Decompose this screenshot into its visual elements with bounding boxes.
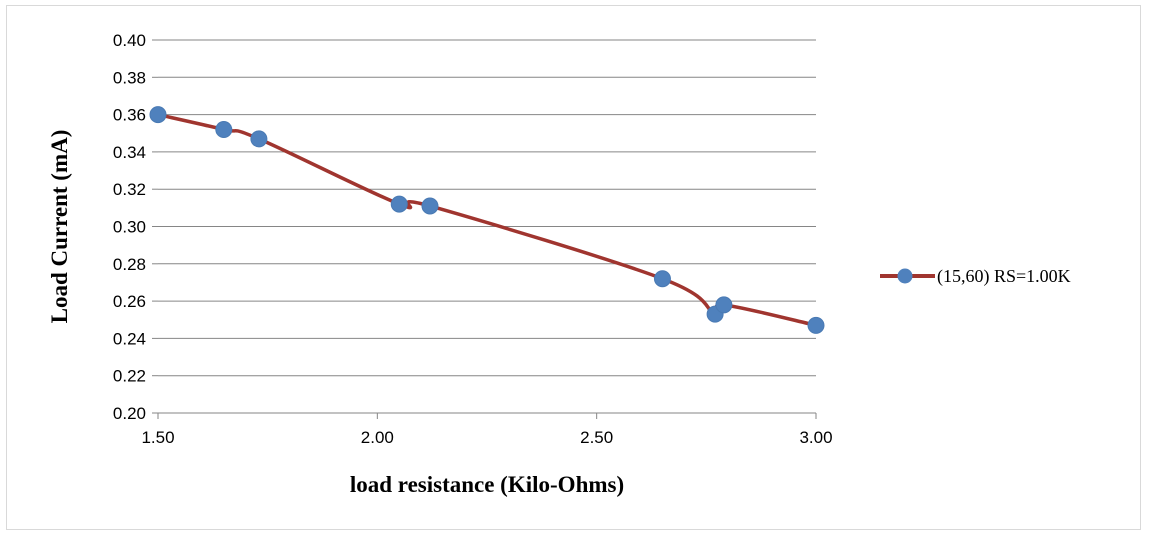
data-point (807, 316, 825, 334)
legend: (15,60) RS=1.00K (880, 266, 1071, 287)
y-tick-label: 0.20 (113, 404, 146, 423)
x-axis-ticks: 1.50 2.00 2.50 3.00 (141, 413, 833, 447)
x-tick-label: 2.00 (361, 428, 394, 447)
chart-frame (6, 5, 1141, 530)
legend-label: (15,60) RS=1.00K (937, 266, 1071, 287)
y-tick-label: 0.24 (113, 329, 146, 348)
data-point (250, 130, 268, 148)
y-axis-ticks: 0.20 0.22 0.24 0.26 0.28 0.30 0.32 0.34 0.36 0.38… (113, 31, 158, 423)
y-tick-label: 0.26 (113, 292, 146, 311)
y-axis-title: Load Current (mA) (47, 130, 72, 324)
y-tick-label: 0.36 (113, 106, 146, 125)
x-tick-label: 3.00 (799, 428, 832, 447)
y-tick-label: 0.32 (113, 180, 146, 199)
y-tick-label: 0.34 (113, 143, 146, 162)
data-point (715, 296, 733, 314)
data-point (390, 195, 408, 213)
gridlines (158, 39, 816, 377)
x-tick-label: 1.50 (141, 428, 174, 447)
series-layer (149, 106, 825, 334)
x-tick-label: 2.50 (580, 428, 613, 447)
y-tick-label: 0.22 (113, 367, 146, 386)
data-point (215, 121, 233, 139)
data-point (421, 197, 439, 215)
y-tick-label: 0.28 (113, 255, 146, 274)
y-tick-label: 0.40 (113, 31, 146, 50)
data-point (653, 270, 671, 288)
legend-marker (897, 268, 913, 284)
data-point (149, 106, 167, 124)
y-tick-label: 0.30 (113, 218, 146, 237)
y-tick-label: 0.38 (113, 68, 146, 87)
x-axis-title: load resistance (Kilo-Ohms) (350, 472, 624, 497)
